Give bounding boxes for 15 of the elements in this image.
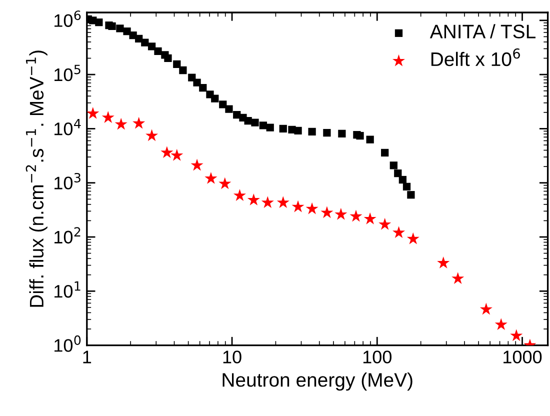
x-tick-label: 100	[363, 350, 392, 364]
legend-label: ANITA / TSL	[430, 24, 536, 38]
y-tick-label: 10$^{0}$	[54, 335, 81, 352]
x-tick-label: 1	[83, 350, 92, 364]
y-tick-label: 10$^{5}$	[54, 64, 80, 82]
y-axis-title: Diff. flux (n.cm$^{−2}$.s$^{−1}$. MeV$^{−1}$)	[26, 50, 48, 307]
y-tick-label: 10$^{2}$	[54, 227, 80, 244]
legend-label: Delft x 10$^{6}$	[431, 48, 520, 66]
y-tick-label: 10$^{4}$	[54, 118, 81, 136]
x-tick-label: 1000	[504, 350, 542, 364]
y-tick-label: 10$^{6}$	[54, 10, 81, 27]
x-axis-title: Neutron energy (MeV)	[222, 372, 412, 391]
y-tick-label: 10$^{3}$	[54, 172, 80, 190]
x-tick-label: 10	[223, 350, 242, 364]
y-tick-label: 10$^{1}$	[54, 281, 80, 298]
